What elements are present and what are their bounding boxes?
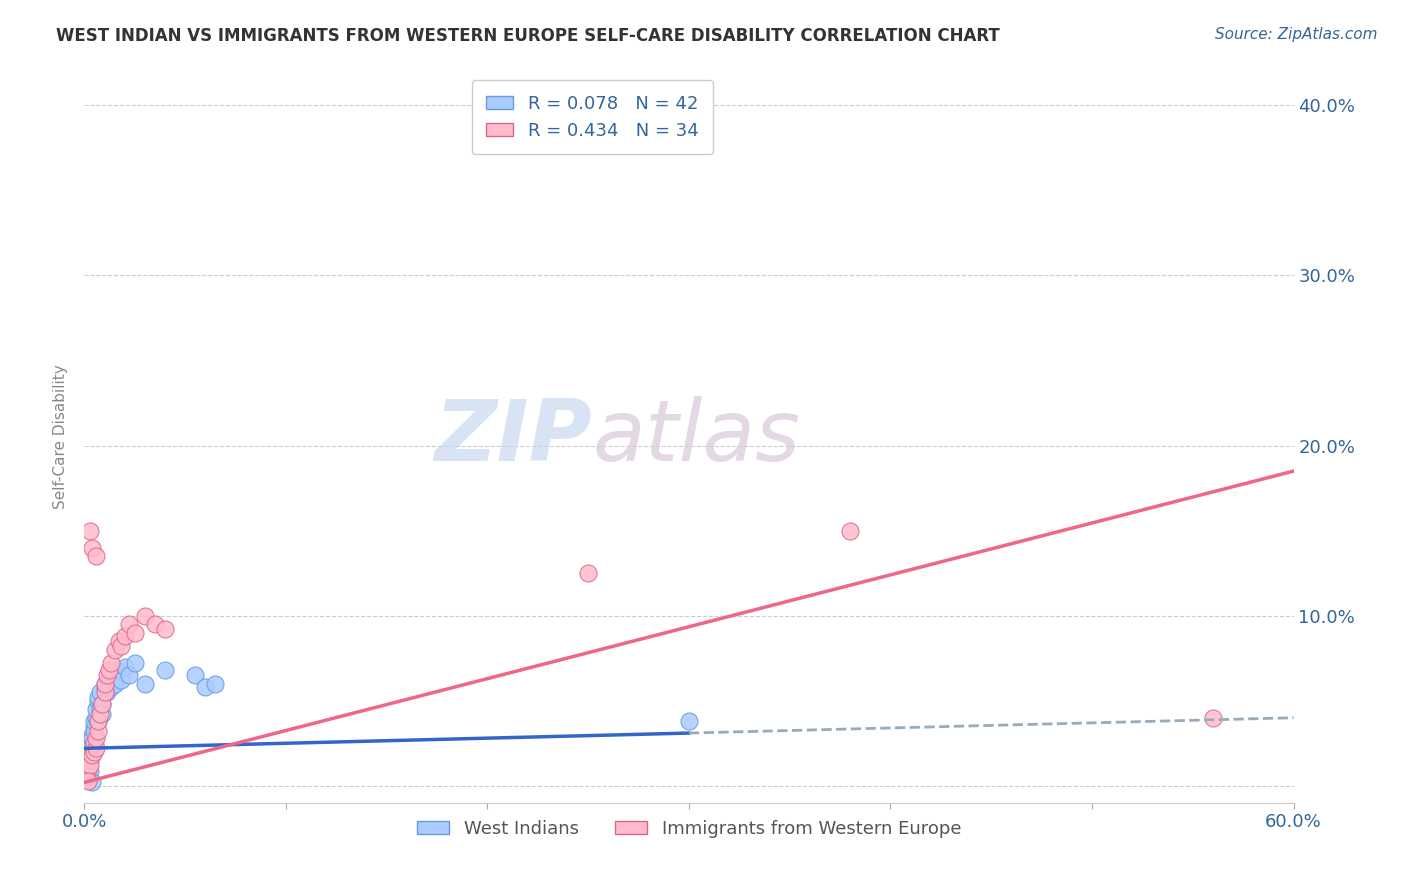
Point [82,731,104,746]
Point [87,714,110,728]
Point [118,617,141,632]
Point [153,622,176,636]
Point [79,765,101,780]
Point [110,640,132,654]
Point [114,659,136,673]
Point [87,714,110,728]
Point [77,758,100,772]
Point [82,775,104,789]
Y-axis label: Self-Care Disability: Self-Care Disability [53,365,69,509]
Point [79,758,101,772]
Point [86,741,108,756]
Point [124,625,146,640]
Point [118,668,141,682]
Point [93,685,115,699]
Point [134,608,156,623]
Point [77,753,100,767]
Point [114,629,136,643]
Point [87,694,110,708]
Point [100,657,122,671]
Point [82,541,104,555]
Text: Source: ZipAtlas.com: Source: ZipAtlas.com [1215,27,1378,42]
Point [77,770,100,784]
Point [86,549,108,563]
Point [83,736,105,750]
Point [93,680,115,694]
Text: atlas: atlas [592,395,800,479]
Point [104,677,127,691]
Point [93,677,115,691]
Point [96,668,118,682]
Point [83,745,105,759]
Point [97,673,120,688]
Point [89,707,111,722]
Point [79,745,101,759]
Point [104,642,127,657]
Text: WEST INDIAN VS IMMIGRANTS FROM WESTERN EUROPE SELF-CARE DISABILITY CORRELATION C: WEST INDIAN VS IMMIGRANTS FROM WESTERN E… [56,27,1000,45]
Point [82,748,104,763]
Point [79,741,101,756]
Point [91,697,114,711]
Point [83,719,105,733]
Legend: West Indians, Immigrants from Western Europe: West Indians, Immigrants from Western Eu… [409,813,969,845]
Point [124,657,146,671]
Point [89,685,111,699]
Point [86,731,108,746]
Point [204,677,226,691]
Point [110,673,132,688]
Point [96,685,118,699]
Point [678,714,700,728]
Point [82,736,104,750]
Point [87,690,110,705]
Point [86,702,108,716]
Point [576,566,599,581]
Point [134,677,156,691]
Point [97,663,120,677]
Point [86,711,108,725]
Point [143,617,166,632]
Text: ZIP: ZIP [434,395,592,479]
Point [79,524,101,538]
Point [839,524,862,538]
Point [194,680,217,694]
Point [101,668,124,682]
Point [91,697,114,711]
Point [105,663,128,677]
Point [75,770,97,784]
Point [91,707,114,722]
Point [77,773,100,788]
Point [87,724,110,739]
Point [82,728,104,742]
Point [79,753,101,767]
Point [100,680,122,694]
Point [83,714,105,728]
Point [77,762,100,776]
Point [75,762,97,776]
Point [89,702,111,716]
Point [153,663,176,677]
Point [79,748,101,763]
Point [107,634,129,648]
Point [1202,711,1225,725]
Point [184,668,207,682]
Point [83,724,105,739]
Point [93,677,115,691]
